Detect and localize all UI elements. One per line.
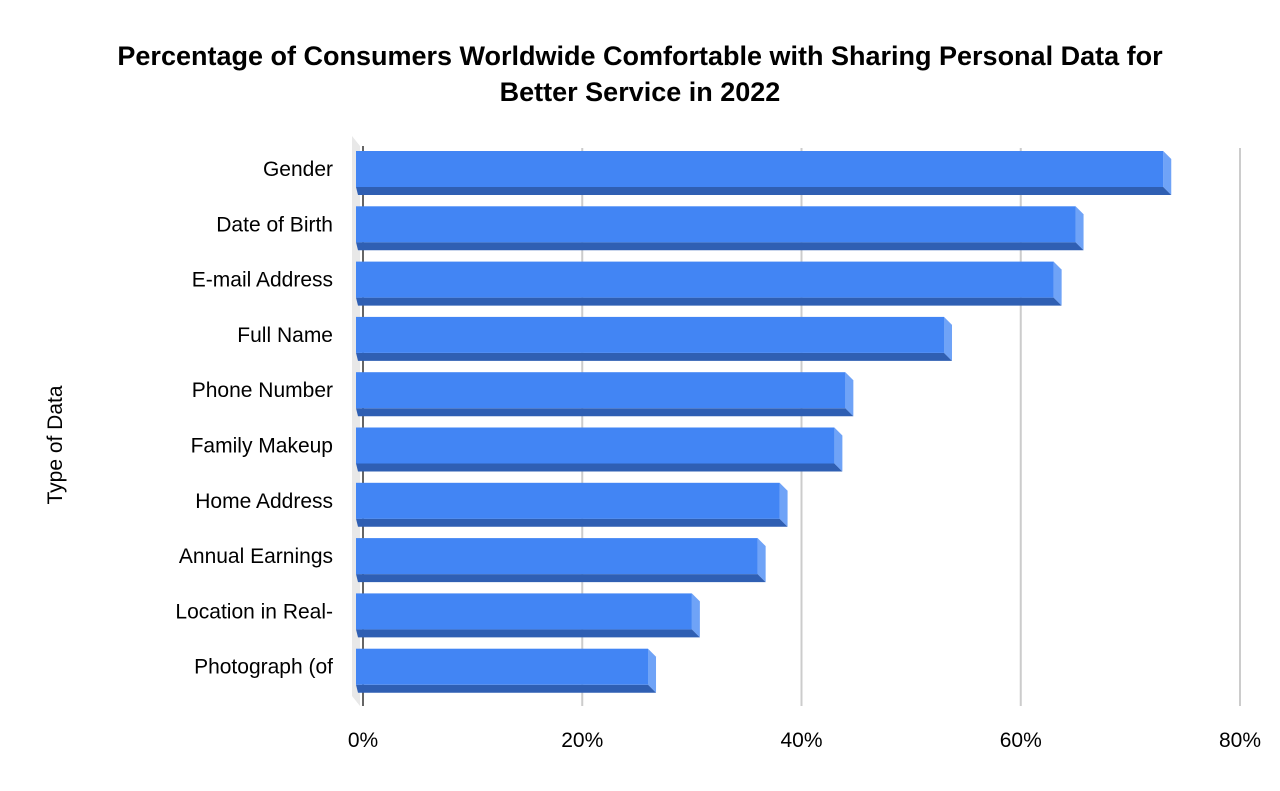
category-label: Full Name bbox=[237, 324, 333, 347]
bar-8 bbox=[356, 538, 766, 583]
x-tick-label: 80% bbox=[1219, 729, 1261, 752]
x-tick-label: 40% bbox=[780, 729, 822, 752]
bar-face bbox=[356, 151, 1164, 187]
bar-side bbox=[1075, 206, 1084, 251]
x-tick-label: 60% bbox=[1000, 729, 1042, 752]
x-tick-labels: 0% 20% 40% 60% 80% bbox=[348, 729, 1261, 752]
bar-1 bbox=[356, 151, 1172, 195]
bar-7 bbox=[356, 482, 788, 527]
bar-bottom bbox=[356, 518, 788, 527]
bar-bottom bbox=[356, 352, 953, 361]
category-label: Location in Real- bbox=[175, 600, 333, 623]
chart-title-line-1: Percentage of Consumers Worldwide Comfor… bbox=[117, 41, 1163, 71]
category-label: Family Makeup bbox=[191, 435, 333, 458]
bar-side bbox=[1163, 151, 1172, 195]
x-tick-label: 0% bbox=[348, 729, 378, 752]
bar-bottom bbox=[356, 574, 766, 583]
bar-face bbox=[356, 593, 692, 630]
bar-face bbox=[356, 648, 649, 685]
bar-10 bbox=[356, 648, 657, 693]
bar-5 bbox=[356, 372, 854, 417]
bar-side bbox=[834, 427, 843, 472]
x-tick-label: 20% bbox=[561, 729, 603, 752]
chart-title-line-2: Better Service in 2022 bbox=[499, 77, 781, 107]
bar-6 bbox=[356, 427, 843, 472]
category-label: Photograph (of bbox=[194, 656, 333, 679]
category-label: Phone Number bbox=[192, 379, 333, 402]
bar-face bbox=[356, 261, 1054, 298]
bar-9 bbox=[356, 593, 700, 638]
bar-face bbox=[356, 482, 780, 519]
category-label: E-mail Address bbox=[192, 269, 333, 292]
bar-bottom bbox=[356, 187, 1172, 195]
bar-bottom bbox=[356, 408, 854, 417]
bar-4 bbox=[356, 316, 953, 361]
bar-bottom bbox=[356, 629, 700, 638]
bar-side bbox=[944, 316, 953, 361]
bar-face bbox=[356, 538, 758, 575]
bar-bottom bbox=[356, 463, 843, 472]
category-label: Annual Earnings bbox=[179, 545, 333, 568]
category-label: Gender bbox=[263, 158, 333, 181]
bar-face bbox=[356, 316, 945, 353]
bar-2 bbox=[356, 206, 1084, 251]
bars bbox=[356, 151, 1172, 693]
bar-face bbox=[356, 427, 835, 464]
bar-face bbox=[356, 372, 846, 409]
bar-side bbox=[757, 538, 766, 583]
bar-side bbox=[648, 648, 657, 693]
y-axis-label: Type of Data bbox=[44, 385, 67, 504]
bar-side bbox=[1053, 261, 1062, 306]
bar-side bbox=[779, 482, 788, 527]
category-labels: Gender Date of Birth E-mail Address Full Na… bbox=[175, 158, 333, 679]
bar-bottom bbox=[356, 297, 1062, 306]
bar-side bbox=[845, 372, 854, 417]
bar-bottom bbox=[356, 684, 657, 693]
bar-face bbox=[356, 206, 1076, 243]
bar-bottom bbox=[356, 242, 1084, 251]
bar-side bbox=[691, 593, 700, 638]
chart-title: Percentage of Consumers Worldwide Comfor… bbox=[0, 38, 1280, 110]
category-label: Home Address bbox=[195, 490, 333, 513]
bar-3 bbox=[356, 261, 1062, 306]
category-label: Date of Birth bbox=[216, 213, 333, 236]
